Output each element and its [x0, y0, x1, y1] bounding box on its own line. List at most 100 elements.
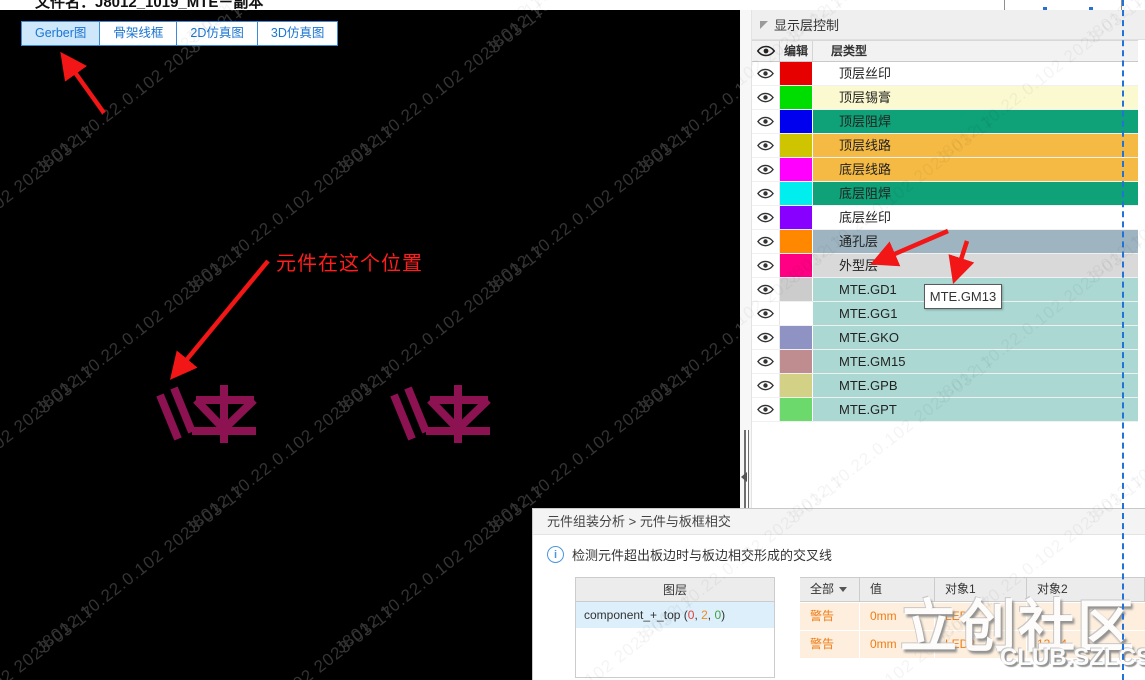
eye-toggle-icon[interactable]	[752, 374, 780, 397]
eye-toggle-icon[interactable]	[752, 254, 780, 277]
count-value: 0	[687, 608, 695, 622]
result-table-header: 全部值对象1 对象2	[800, 577, 1145, 602]
layer-color-swatch[interactable]	[780, 62, 813, 85]
type-column-header: 层类型	[831, 43, 868, 58]
layer-row[interactable]: MTE.GPT	[752, 398, 1138, 422]
tab-2D仿真图[interactable]: 2D仿真图	[176, 21, 258, 46]
watermark-text: J8012 10.22.0.102 2023-03-17	[31, 481, 249, 658]
layer-row[interactable]: 顶层丝印	[752, 62, 1138, 86]
eye-toggle-icon[interactable]	[752, 182, 780, 205]
layer-color-swatch[interactable]	[780, 134, 813, 157]
layer-color-swatch[interactable]	[780, 350, 813, 373]
layer-filter-row[interactable]: component_+_top (0, 2, 0)	[576, 602, 774, 628]
layer-name: 顶层阻焊	[813, 110, 1138, 133]
layer-row[interactable]: MTE.GG1	[752, 302, 1138, 326]
result-table: 全部值对象1 对象2 警告 0mm LED1 警告 0mm LED2 13.94	[800, 577, 1145, 678]
result-row[interactable]: 警告 0mm LED2 13.94	[800, 631, 1145, 658]
titlebar: 文件名：J8012_1019_MTE－副本	[0, 0, 1145, 10]
layer-panel-header[interactable]: 显示层控制	[752, 10, 1145, 40]
watermark-text: J8012 10.22.0.102 2023-03-17	[631, 242, 740, 418]
eye-toggle-icon[interactable]	[752, 278, 780, 301]
watermark-text: J8012 10.22.0.102 2023-03-17	[181, 602, 399, 680]
tab-3D仿真图[interactable]: 3D仿真图	[256, 21, 339, 46]
watermark-text: J8012 10.22.0.102 2023-03-17	[631, 10, 740, 178]
layer-table-header: 编辑 层类型	[752, 40, 1138, 62]
layer-name: 通孔层	[813, 230, 1138, 253]
layer-row[interactable]: MTE.GPB	[752, 374, 1138, 398]
layer-row[interactable]: 底层丝印	[752, 206, 1138, 230]
layer-color-swatch[interactable]	[780, 398, 813, 421]
eye-toggle-icon[interactable]	[752, 230, 780, 253]
eye-toggle-icon[interactable]	[752, 302, 780, 325]
layer-row[interactable]: 底层线路	[752, 158, 1138, 182]
eye-toggle-icon[interactable]	[752, 206, 780, 229]
result-row[interactable]: 警告 0mm LED1	[800, 603, 1145, 630]
layer-color-swatch[interactable]	[780, 374, 813, 397]
eye-toggle-icon[interactable]	[752, 350, 780, 373]
layer-row[interactable]: MTE.GM15	[752, 350, 1138, 374]
layer-color-swatch[interactable]	[780, 230, 813, 253]
gerber-canvas[interactable]: J8012 10.22.0.102 2023-03-17 J8012 10.22.…	[0, 10, 740, 680]
result-rows: 警告 0mm LED1 警告 0mm LED2 13.94	[800, 603, 1145, 658]
result-column-header: 对象1	[935, 578, 1027, 601]
watermark-text: J8012 10.22.0.102 2023-03-17	[481, 10, 699, 58]
layer-name: MTE.GM15	[813, 350, 1138, 373]
layer-name: 底层阻焊	[813, 182, 1138, 205]
layer-tooltip: MTE.GM13	[924, 284, 1002, 309]
result-column-header: 值	[860, 578, 935, 601]
eye-toggle-icon[interactable]	[752, 134, 780, 157]
object2-cell	[1027, 603, 1145, 630]
layer-row[interactable]: 外型层	[752, 254, 1138, 278]
layer-name: MTE.GPT	[813, 398, 1138, 421]
filename-label: 文件名：J8012_1019_MTE－副本	[35, 0, 264, 10]
edit-column-header: 编辑	[780, 41, 813, 61]
layer-color-swatch[interactable]	[780, 302, 813, 325]
analysis-panel: 元件组装分析 > 元件与板框相交 i 检测元件超出板边时与板边相交形成的交叉线 …	[533, 509, 1145, 680]
layer-row[interactable]: MTE.GKO	[752, 326, 1138, 350]
eye-icon	[752, 41, 780, 61]
count-value: 0	[714, 608, 722, 622]
led-footprint-symbol	[156, 385, 257, 443]
toolbar-icon	[1043, 7, 1047, 10]
eye-toggle-icon[interactable]	[752, 62, 780, 85]
layer-row[interactable]: 顶层线路	[752, 134, 1138, 158]
layer-color-swatch[interactable]	[780, 86, 813, 109]
layer-row[interactable]: 顶层锡膏	[752, 86, 1138, 110]
eye-toggle-icon[interactable]	[752, 326, 780, 349]
layer-filter-table: 图层 component_+_top (0, 2, 0)	[575, 577, 775, 678]
eye-toggle-icon[interactable]	[752, 398, 780, 421]
collapse-triangle-icon	[760, 20, 768, 29]
view-tabs: Gerber图 骨架线框 2D仿真图 3D仿真图	[21, 21, 339, 46]
layer-row[interactable]: 通孔层	[752, 230, 1138, 254]
object2-cell: 13.94	[1037, 637, 1068, 651]
layer-filter-header: 图层	[576, 578, 774, 602]
layer-name: MTE.GG1	[813, 302, 1138, 325]
layer-color-swatch[interactable]	[780, 110, 813, 133]
layer-row[interactable]: 顶层阻焊	[752, 110, 1138, 134]
layer-table: 编辑 层类型 顶层丝印 顶层锡膏 顶层阻焊	[752, 40, 1138, 422]
tab-Gerber图[interactable]: Gerber图	[21, 21, 101, 46]
layer-row[interactable]: 底层阻焊	[752, 182, 1138, 206]
layer-name: MTE.GKO	[813, 326, 1138, 349]
layer-color-swatch[interactable]	[780, 326, 813, 349]
layer-color-swatch[interactable]	[780, 254, 813, 277]
toolbar-button-group[interactable]	[1004, 0, 1122, 10]
layer-color-swatch[interactable]	[780, 182, 813, 205]
layer-name: 外型层	[813, 254, 1138, 277]
eye-toggle-icon[interactable]	[752, 86, 780, 109]
layer-color-swatch[interactable]	[780, 206, 813, 229]
tab-骨架线框[interactable]: 骨架线框	[99, 21, 178, 46]
led-footprint-symbol	[390, 385, 491, 443]
result-column-header: 对象2	[1037, 582, 1068, 596]
chevron-down-icon	[839, 587, 848, 592]
object1-cell: LED2	[935, 631, 1027, 658]
eye-toggle-icon[interactable]	[752, 158, 780, 181]
layer-panel-title-label: 显示层控制	[774, 18, 840, 33]
count-value: 2	[701, 608, 708, 622]
annotation-text: 元件在这个位置	[276, 253, 423, 275]
filter-dropdown[interactable]: 全部	[800, 578, 860, 601]
eye-toggle-icon[interactable]	[752, 110, 780, 133]
layer-color-swatch[interactable]	[780, 158, 813, 181]
object1-cell: LED1	[935, 603, 1027, 630]
layer-color-swatch[interactable]	[780, 278, 813, 301]
